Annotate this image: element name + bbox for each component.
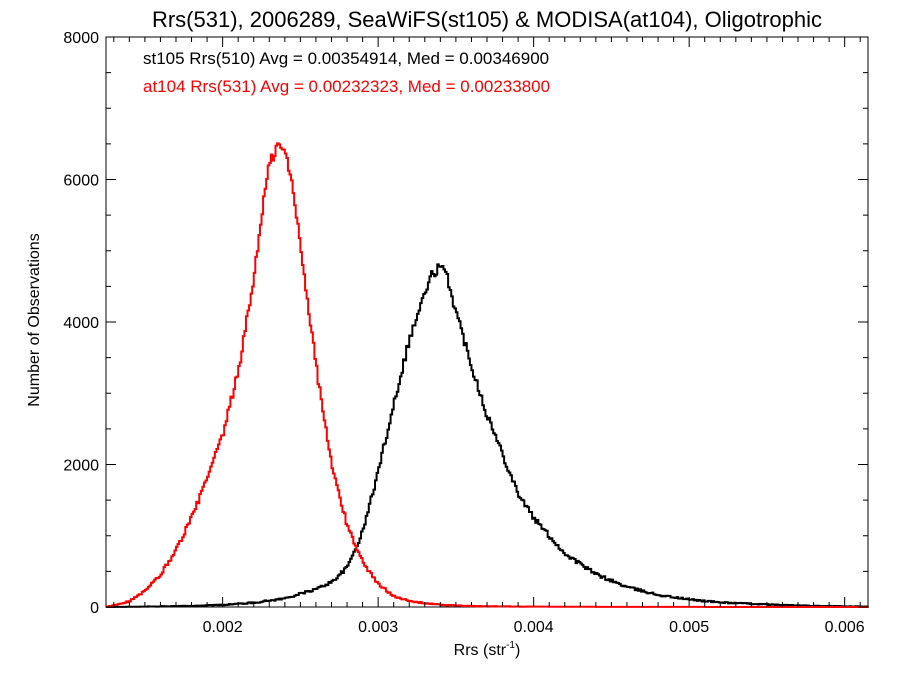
series-layer (106, 142, 869, 608)
x-axis-label-sup: -1 (506, 640, 515, 651)
y-tick-label: 4000 (63, 315, 99, 332)
series-0-histogram (106, 263, 869, 608)
plot-area (105, 36, 869, 608)
legend-entry-at104: at104 Rrs(531) Avg = 0.00232323, Med = 0… (143, 77, 550, 96)
x-axis-label: Rrs (str-1) (454, 640, 521, 659)
x-axis-label-base: Rrs (str (454, 642, 507, 659)
chart-title: Rrs(531), 2006289, SeaWiFS(st105) & MODI… (152, 7, 822, 32)
y-tick-label: 2000 (63, 458, 99, 475)
x-tick-label: 0.002 (203, 619, 243, 636)
axis-ticks: 0.002 0.003 0.004 0.005 0.006 0 2000 4000 6000 80… (63, 30, 868, 636)
x-tick-label: 0.006 (825, 619, 865, 636)
x-tick-label: 0.004 (514, 619, 554, 636)
plot-frame (105, 36, 869, 608)
x-tick-label: 0.003 (358, 619, 398, 636)
y-tick-label: 0 (90, 600, 99, 617)
y-tick-label: 8000 (63, 30, 99, 47)
y-axis-label: Number of Observations (26, 233, 43, 406)
x-axis-label-close: ) (515, 642, 520, 659)
series-1-histogram (106, 142, 868, 608)
legend-entry-st105: st105 Rrs(510) Avg = 0.00354914, Med = 0… (143, 49, 549, 68)
y-tick-label: 6000 (63, 173, 99, 190)
x-tick-label: 0.005 (669, 619, 709, 636)
